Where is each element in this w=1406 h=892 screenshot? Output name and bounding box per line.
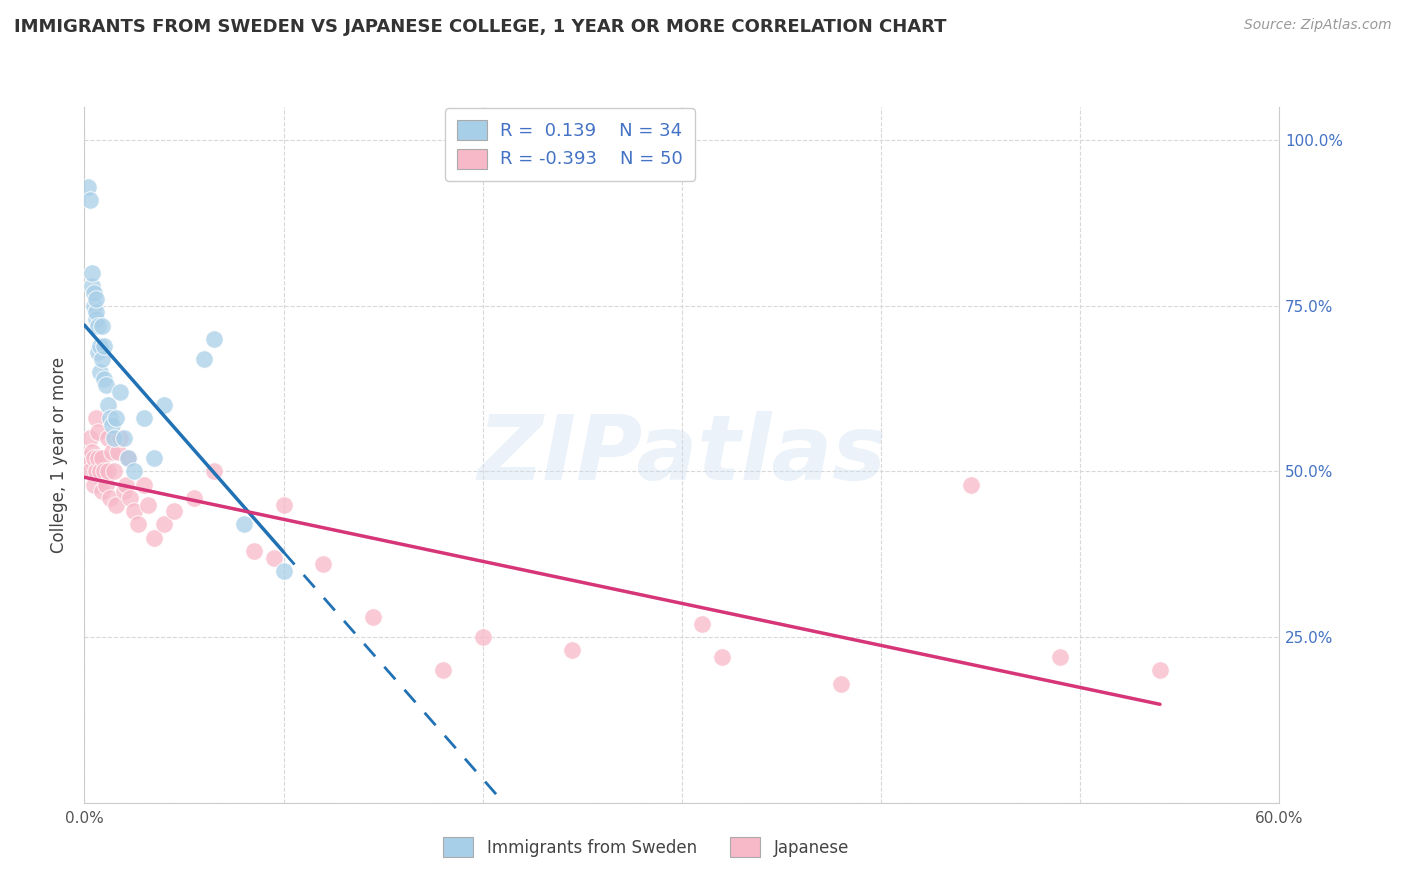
Point bbox=[273, 564, 295, 578]
Point bbox=[87, 345, 110, 359]
Point bbox=[361, 610, 384, 624]
Point bbox=[83, 451, 105, 466]
Point bbox=[79, 193, 101, 207]
Point bbox=[432, 663, 454, 677]
Point bbox=[183, 491, 205, 505]
Point bbox=[561, 643, 583, 657]
Point bbox=[136, 498, 159, 512]
Point bbox=[79, 431, 101, 445]
Text: ZIPatlas: ZIPatlas bbox=[478, 411, 886, 499]
Point bbox=[97, 398, 120, 412]
Point bbox=[82, 266, 104, 280]
Point bbox=[91, 351, 114, 366]
Point bbox=[112, 484, 135, 499]
Point bbox=[89, 365, 111, 379]
Point bbox=[122, 465, 145, 479]
Point bbox=[83, 285, 105, 300]
Point bbox=[959, 477, 981, 491]
Point bbox=[87, 318, 110, 333]
Point bbox=[86, 305, 108, 319]
Point bbox=[117, 451, 139, 466]
Point bbox=[79, 465, 101, 479]
Point bbox=[103, 465, 125, 479]
Point bbox=[193, 351, 215, 366]
Point bbox=[263, 550, 285, 565]
Point bbox=[122, 504, 145, 518]
Text: IMMIGRANTS FROM SWEDEN VS JAPANESE COLLEGE, 1 YEAR OR MORE CORRELATION CHART: IMMIGRANTS FROM SWEDEN VS JAPANESE COLLE… bbox=[14, 18, 946, 36]
Point bbox=[105, 411, 128, 425]
Point bbox=[202, 332, 225, 346]
Point bbox=[89, 465, 111, 479]
Point bbox=[86, 292, 108, 306]
Point bbox=[163, 504, 186, 518]
Point bbox=[132, 477, 156, 491]
Point bbox=[153, 517, 176, 532]
Point bbox=[103, 431, 125, 445]
Point bbox=[86, 411, 108, 425]
Point bbox=[143, 531, 166, 545]
Point bbox=[117, 451, 139, 466]
Point bbox=[97, 431, 120, 445]
Text: Source: ZipAtlas.com: Source: ZipAtlas.com bbox=[1244, 18, 1392, 32]
Point bbox=[93, 372, 115, 386]
Point bbox=[105, 498, 128, 512]
Point bbox=[91, 451, 114, 466]
Point bbox=[83, 299, 105, 313]
Point bbox=[93, 338, 115, 352]
Point bbox=[96, 378, 118, 392]
Point bbox=[710, 650, 733, 665]
Point bbox=[115, 477, 138, 491]
Point bbox=[273, 498, 295, 512]
Point bbox=[153, 398, 176, 412]
Point bbox=[312, 558, 335, 572]
Point bbox=[107, 444, 129, 458]
Point bbox=[202, 465, 225, 479]
Point bbox=[96, 477, 118, 491]
Point bbox=[830, 676, 852, 690]
Y-axis label: College, 1 year or more: College, 1 year or more bbox=[51, 357, 69, 553]
Point bbox=[120, 491, 142, 505]
Point bbox=[87, 451, 110, 466]
Legend: Immigrants from Sweden, Japanese: Immigrants from Sweden, Japanese bbox=[437, 830, 855, 864]
Point bbox=[89, 338, 111, 352]
Point bbox=[93, 465, 115, 479]
Point bbox=[110, 384, 132, 399]
Point bbox=[97, 465, 120, 479]
Point bbox=[98, 491, 121, 505]
Point bbox=[77, 451, 100, 466]
Point bbox=[101, 444, 124, 458]
Point bbox=[127, 517, 149, 532]
Point bbox=[112, 431, 135, 445]
Point bbox=[86, 465, 108, 479]
Point bbox=[471, 630, 494, 644]
Point bbox=[101, 418, 124, 433]
Point bbox=[98, 411, 121, 425]
Point bbox=[242, 544, 264, 558]
Point bbox=[82, 279, 104, 293]
Point bbox=[690, 616, 713, 631]
Point bbox=[91, 484, 114, 499]
Point bbox=[77, 179, 100, 194]
Point bbox=[1149, 663, 1171, 677]
Point bbox=[1049, 650, 1071, 665]
Point bbox=[87, 425, 110, 439]
Point bbox=[110, 431, 132, 445]
Point bbox=[232, 517, 254, 532]
Point bbox=[83, 477, 105, 491]
Point bbox=[86, 312, 108, 326]
Point bbox=[82, 444, 104, 458]
Point bbox=[143, 451, 166, 466]
Point bbox=[91, 318, 114, 333]
Point bbox=[132, 411, 156, 425]
